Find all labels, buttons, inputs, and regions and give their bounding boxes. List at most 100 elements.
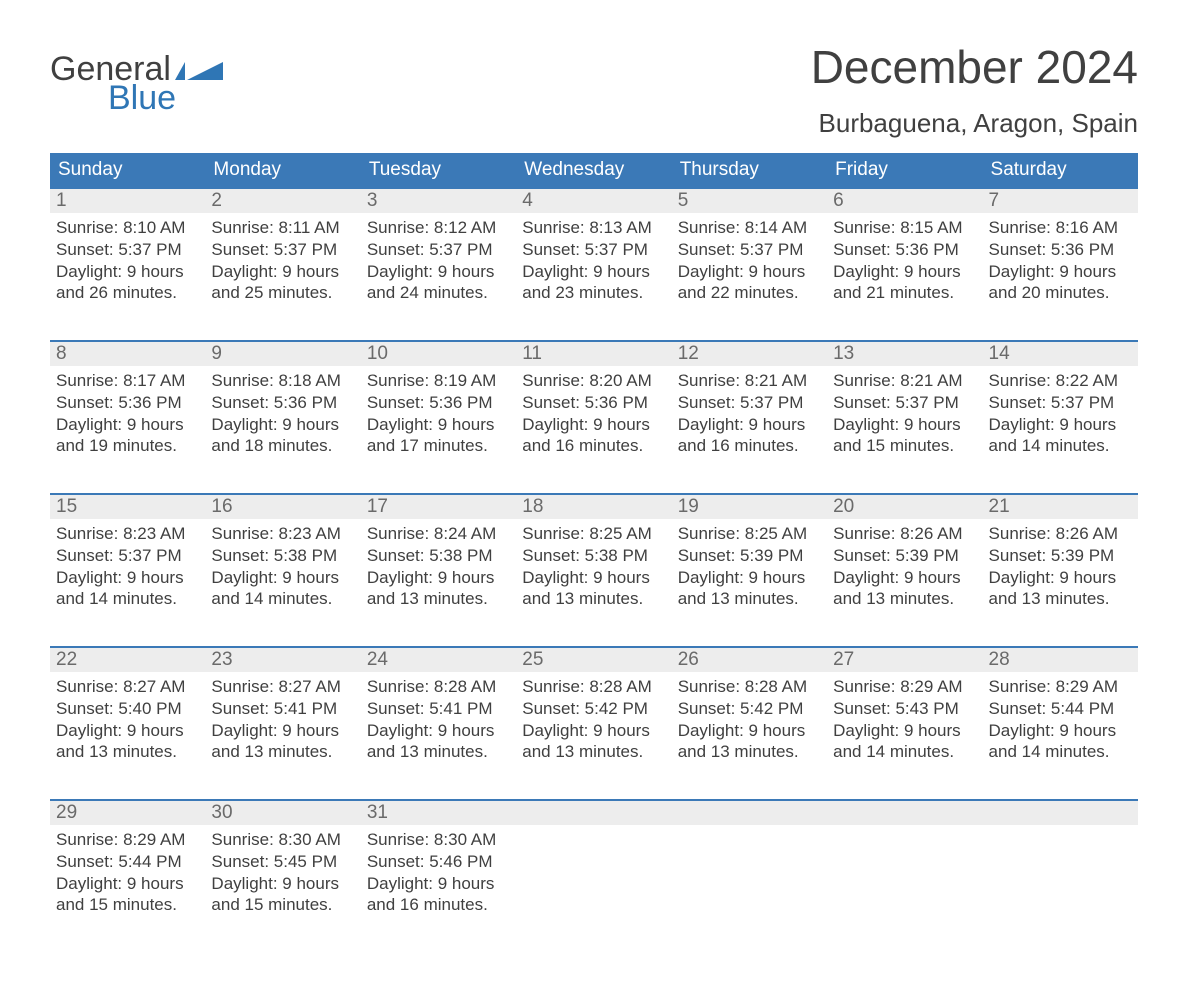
daylight-text-line2: and 16 minutes. — [678, 435, 821, 457]
daylight-text-line2: and 15 minutes. — [211, 894, 354, 916]
sunset-text: Sunset: 5:37 PM — [56, 239, 199, 261]
day-number-strip: 22232425262728 — [50, 648, 1138, 672]
day-number — [516, 801, 671, 825]
weekday-header-row: Sunday Monday Tuesday Wednesday Thursday… — [50, 153, 1138, 187]
day-number-strip: 891011121314 — [50, 342, 1138, 366]
sunset-text: Sunset: 5:37 PM — [367, 239, 510, 261]
daylight-text-line1: Daylight: 9 hours — [211, 414, 354, 436]
sunset-text: Sunset: 5:36 PM — [367, 392, 510, 414]
sunrise-text: Sunrise: 8:23 AM — [211, 523, 354, 545]
sunset-text: Sunset: 5:37 PM — [56, 545, 199, 567]
sunset-text: Sunset: 5:37 PM — [678, 392, 821, 414]
sunrise-text: Sunrise: 8:16 AM — [989, 217, 1132, 239]
daylight-text-line1: Daylight: 9 hours — [833, 414, 976, 436]
sunrise-text: Sunrise: 8:23 AM — [56, 523, 199, 545]
sunrise-text: Sunrise: 8:28 AM — [678, 676, 821, 698]
flag-icon — [175, 58, 223, 85]
day-number: 14 — [983, 342, 1138, 366]
sunrise-text: Sunrise: 8:15 AM — [833, 217, 976, 239]
weekday-header: Tuesday — [361, 153, 516, 187]
day-number: 4 — [516, 189, 671, 213]
day-cell: Sunrise: 8:12 AMSunset: 5:37 PMDaylight:… — [361, 213, 516, 322]
daylight-text-line2: and 15 minutes. — [56, 894, 199, 916]
daylight-text-line2: and 13 minutes. — [989, 588, 1132, 610]
sunrise-text: Sunrise: 8:28 AM — [367, 676, 510, 698]
weekday-header: Wednesday — [516, 153, 671, 187]
day-cell: Sunrise: 8:20 AMSunset: 5:36 PMDaylight:… — [516, 366, 671, 475]
day-cell: Sunrise: 8:15 AMSunset: 5:36 PMDaylight:… — [827, 213, 982, 322]
daylight-text-line1: Daylight: 9 hours — [833, 567, 976, 589]
daylight-text-line1: Daylight: 9 hours — [678, 567, 821, 589]
daylight-text-line2: and 17 minutes. — [367, 435, 510, 457]
day-number: 29 — [50, 801, 205, 825]
day-number: 21 — [983, 495, 1138, 519]
day-number — [827, 801, 982, 825]
sunrise-text: Sunrise: 8:18 AM — [211, 370, 354, 392]
daylight-text-line1: Daylight: 9 hours — [678, 414, 821, 436]
day-number: 10 — [361, 342, 516, 366]
daylight-text-line2: and 26 minutes. — [56, 282, 199, 304]
sunrise-text: Sunrise: 8:29 AM — [56, 829, 199, 851]
sunrise-text: Sunrise: 8:13 AM — [522, 217, 665, 239]
day-number: 2 — [205, 189, 360, 213]
sunset-text: Sunset: 5:37 PM — [211, 239, 354, 261]
day-cell: Sunrise: 8:25 AMSunset: 5:38 PMDaylight:… — [516, 519, 671, 628]
sunrise-text: Sunrise: 8:25 AM — [522, 523, 665, 545]
day-number: 12 — [672, 342, 827, 366]
sunset-text: Sunset: 5:38 PM — [522, 545, 665, 567]
sunset-text: Sunset: 5:44 PM — [989, 698, 1132, 720]
day-number: 18 — [516, 495, 671, 519]
day-cell: Sunrise: 8:11 AMSunset: 5:37 PMDaylight:… — [205, 213, 360, 322]
day-number-strip: 1234567 — [50, 189, 1138, 213]
weekday-header: Thursday — [672, 153, 827, 187]
sunset-text: Sunset: 5:40 PM — [56, 698, 199, 720]
day-cell: Sunrise: 8:29 AMSunset: 5:43 PMDaylight:… — [827, 672, 982, 781]
daylight-text-line1: Daylight: 9 hours — [56, 414, 199, 436]
sunset-text: Sunset: 5:42 PM — [678, 698, 821, 720]
weekday-header: Sunday — [50, 153, 205, 187]
daylight-text-line2: and 24 minutes. — [367, 282, 510, 304]
sunrise-text: Sunrise: 8:11 AM — [211, 217, 354, 239]
sunset-text: Sunset: 5:37 PM — [833, 392, 976, 414]
daylight-text-line2: and 13 minutes. — [833, 588, 976, 610]
daylight-text-line1: Daylight: 9 hours — [56, 261, 199, 283]
sunset-text: Sunset: 5:44 PM — [56, 851, 199, 873]
day-number: 15 — [50, 495, 205, 519]
week-row: 293031Sunrise: 8:29 AMSunset: 5:44 PMDay… — [50, 799, 1138, 934]
daylight-text-line2: and 23 minutes. — [522, 282, 665, 304]
week-row: 1234567Sunrise: 8:10 AMSunset: 5:37 PMDa… — [50, 187, 1138, 322]
day-number: 1 — [50, 189, 205, 213]
day-cell: Sunrise: 8:10 AMSunset: 5:37 PMDaylight:… — [50, 213, 205, 322]
day-cell: Sunrise: 8:28 AMSunset: 5:41 PMDaylight:… — [361, 672, 516, 781]
day-number: 16 — [205, 495, 360, 519]
sunrise-text: Sunrise: 8:14 AM — [678, 217, 821, 239]
day-cell: Sunrise: 8:21 AMSunset: 5:37 PMDaylight:… — [672, 366, 827, 475]
day-number: 28 — [983, 648, 1138, 672]
day-cell: Sunrise: 8:14 AMSunset: 5:37 PMDaylight:… — [672, 213, 827, 322]
sunrise-text: Sunrise: 8:30 AM — [367, 829, 510, 851]
day-body-strip: Sunrise: 8:17 AM Sunset: 5:36 PM Daylight:… — [50, 366, 1138, 475]
daylight-text-line1: Daylight: 9 hours — [522, 720, 665, 742]
week-row: 15161718192021Sunrise: 8:23 AMSunset: 5:… — [50, 493, 1138, 628]
daylight-text-line1: Daylight: 9 hours — [522, 567, 665, 589]
daylight-text-line2: and 13 minutes. — [678, 588, 821, 610]
daylight-text-line1: Daylight: 9 hours — [367, 567, 510, 589]
title-block: December 2024 Burbaguena, Aragon, Spain — [811, 40, 1138, 139]
day-number: 22 — [50, 648, 205, 672]
day-cell: Sunrise: 8:25 AMSunset: 5:39 PMDaylight:… — [672, 519, 827, 628]
sunset-text: Sunset: 5:37 PM — [678, 239, 821, 261]
brand-logo: General Blue — [50, 50, 223, 118]
sunrise-text: Sunrise: 8:21 AM — [678, 370, 821, 392]
sunrise-text: Sunrise: 8:17 AM — [56, 370, 199, 392]
daylight-text-line1: Daylight: 9 hours — [989, 567, 1132, 589]
day-number: 25 — [516, 648, 671, 672]
calendar: Sunday Monday Tuesday Wednesday Thursday… — [50, 153, 1138, 934]
sunrise-text: Sunrise: 8:27 AM — [211, 676, 354, 698]
sunrise-text: Sunrise: 8:26 AM — [989, 523, 1132, 545]
sunset-text: Sunset: 5:36 PM — [522, 392, 665, 414]
sunrise-text: Sunrise: 8:26 AM — [833, 523, 976, 545]
daylight-text-line1: Daylight: 9 hours — [367, 873, 510, 895]
daylight-text-line2: and 13 minutes. — [367, 588, 510, 610]
sunset-text: Sunset: 5:46 PM — [367, 851, 510, 873]
header-row: General Blue December 2024 Burbaguena, A… — [50, 40, 1138, 139]
